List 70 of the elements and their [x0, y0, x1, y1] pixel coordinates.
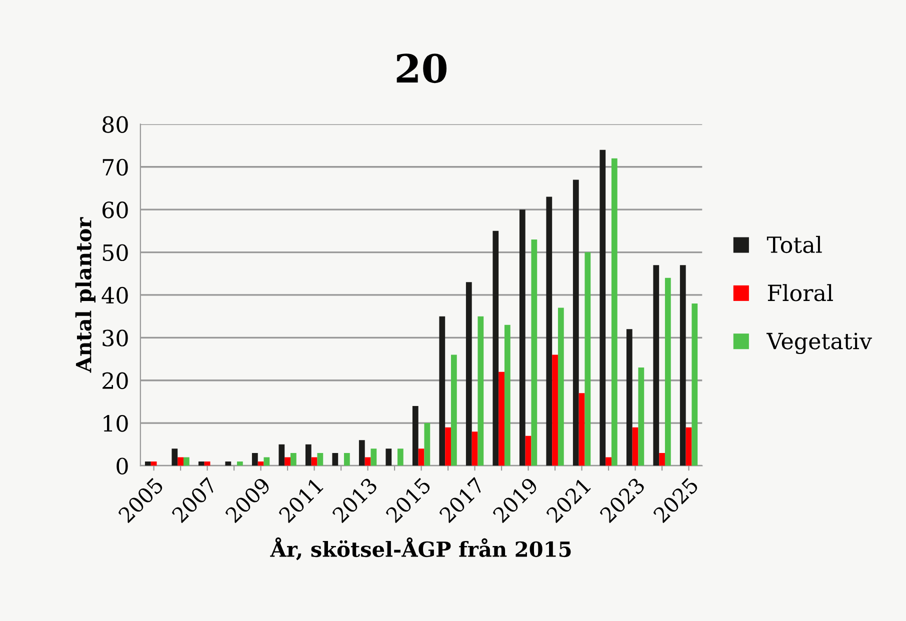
- bar: [225, 461, 232, 466]
- bar: [198, 461, 204, 466]
- y-tick-label: 80: [102, 116, 128, 133]
- bar: [498, 372, 504, 466]
- bar: [144, 461, 151, 466]
- bar: [252, 452, 258, 466]
- bar: [552, 354, 558, 466]
- bar: [278, 444, 285, 466]
- bar: [412, 406, 418, 466]
- bar: [531, 239, 538, 466]
- legend-label: Floral: [768, 284, 833, 302]
- bar: [424, 423, 430, 466]
- y-axis-title: Antal plantor: [75, 217, 96, 373]
- bar: [525, 436, 532, 466]
- bar: [546, 196, 552, 466]
- bar: [659, 452, 665, 466]
- bar: [680, 265, 686, 466]
- bar: [600, 150, 606, 466]
- bar: [572, 180, 579, 466]
- bar: [578, 393, 585, 466]
- legend-label: Vegetativ: [766, 332, 872, 354]
- bar: [418, 448, 424, 466]
- bar: [364, 457, 371, 466]
- bar: [264, 457, 270, 466]
- y-tick-label: 20: [102, 372, 128, 390]
- bar: [478, 316, 484, 466]
- bar: [344, 452, 350, 466]
- bar: [558, 308, 564, 466]
- bar: [611, 158, 618, 466]
- bar: [445, 427, 451, 466]
- bar: [311, 457, 318, 466]
- bar: [317, 452, 324, 466]
- bar: [606, 457, 612, 466]
- bar: [692, 304, 698, 466]
- y-tick-label: 40: [102, 286, 128, 304]
- bar: [626, 329, 632, 466]
- y-tick-label: 70: [102, 158, 128, 176]
- bar: [397, 448, 404, 466]
- bar: [370, 448, 377, 466]
- bar: [466, 282, 472, 466]
- bar: [519, 210, 526, 466]
- bar: [236, 461, 243, 466]
- x-axis-title: År, skötsel-ÅGP från 2015: [270, 537, 571, 560]
- y-tick-label: 0: [116, 458, 128, 475]
- bar: [492, 230, 499, 466]
- bar: [632, 427, 638, 466]
- bar: [472, 432, 478, 466]
- y-tick-label: 30: [102, 330, 128, 346]
- bar: [305, 444, 312, 466]
- y-tick-label: 60: [102, 202, 128, 218]
- bar: [290, 452, 296, 466]
- bar: [284, 457, 290, 466]
- bar: [183, 457, 190, 466]
- bar: [686, 427, 692, 466]
- bar: [439, 316, 446, 466]
- bar: [172, 448, 178, 466]
- bar: [332, 452, 338, 466]
- bar: [664, 278, 671, 466]
- y-tick-label: 10: [104, 415, 128, 432]
- bar: [178, 457, 184, 466]
- bar: [653, 265, 660, 466]
- bar: [358, 440, 365, 466]
- bar: [638, 368, 644, 466]
- y-tick-label: 50: [102, 244, 128, 262]
- bar: [584, 252, 591, 466]
- bar: [386, 448, 392, 466]
- chart-title: 20: [396, 54, 447, 84]
- bar: [450, 354, 457, 466]
- bar: [504, 324, 510, 466]
- legend-label: Total: [766, 236, 822, 254]
